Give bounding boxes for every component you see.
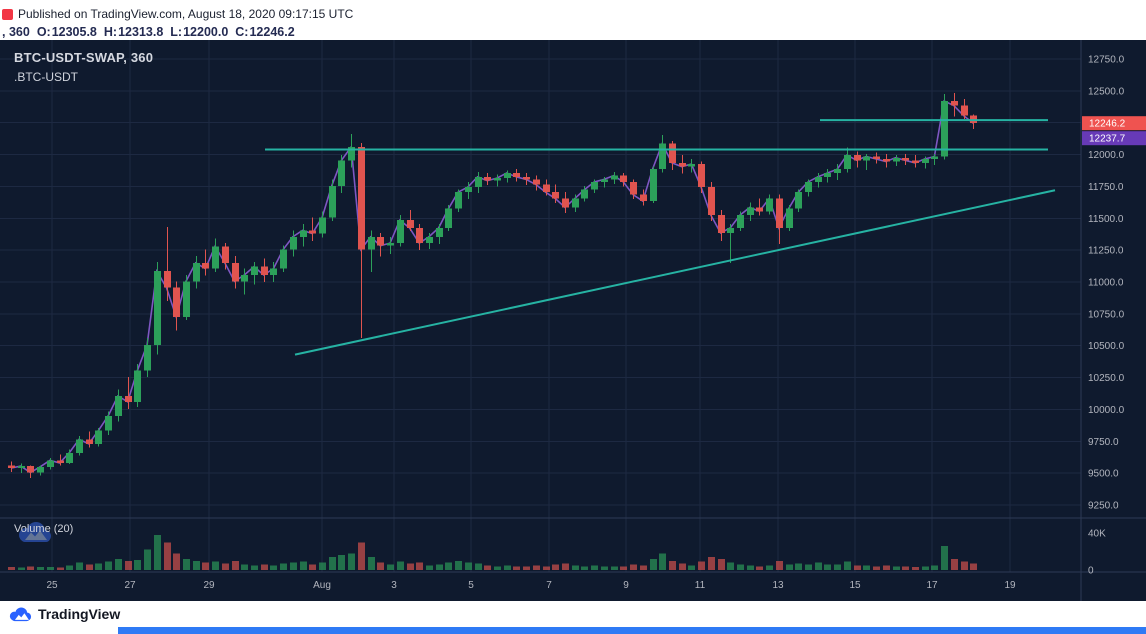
svg-text:11: 11 [695,580,706,591]
svg-text:11500.0: 11500.0 [1088,214,1124,225]
svg-text:9250.0: 9250.0 [1088,501,1119,512]
svg-text:12246.2: 12246.2 [1089,119,1126,130]
ohlc-low: L: 12200.0 [170,25,228,39]
bottom-accent-bar [0,627,1146,634]
svg-text:11000.0: 11000.0 [1088,278,1124,289]
svg-text:12000.0: 12000.0 [1088,150,1125,161]
svg-text:9: 9 [623,580,629,591]
svg-text:10500.0: 10500.0 [1088,341,1125,352]
index-price-badge: 12237.7 [1082,131,1146,146]
index-overlay-line [10,99,974,474]
open-label: O: [36,25,51,39]
svg-text:10750.0: 10750.0 [1088,309,1125,320]
ohlc-close: C: 12246.2 [235,25,294,39]
svg-text:3: 3 [391,580,397,591]
brand-name[interactable]: TradingView [38,606,121,622]
candlestick-chart[interactable]: 9250.0 9500.0 9750.0 10000.0 10250.0 10500.0 1… [0,40,1146,601]
bottom-bar-notch [0,627,118,634]
ohlc-open: O: 12305.8 [37,25,97,39]
grid [0,40,1081,572]
svg-text:12500.0: 12500.0 [1088,86,1125,97]
svg-text:12750.0: 12750.0 [1088,55,1125,66]
svg-text:12237.7: 12237.7 [1089,134,1126,145]
header: Published on TradingView.com, August 18,… [0,0,1146,40]
svg-text:10250.0: 10250.0 [1088,373,1125,384]
svg-text:17: 17 [926,580,938,591]
candles [8,92,977,479]
high-value: 12313.8 [118,25,164,39]
low-label: L: [170,25,183,39]
symbol-interval: , 360 [2,25,30,39]
svg-text:5: 5 [468,580,474,591]
low-value: 12200.0 [183,25,229,39]
chart-area[interactable]: 9250.0 9500.0 9750.0 10000.0 10250.0 10500.0 1… [0,40,1146,601]
pane-separators [0,40,1146,601]
price-axis[interactable]: 9250.0 9500.0 9750.0 10000.0 10250.0 10500.0 1… [1088,55,1125,577]
snapshot-icon [2,8,13,20]
volume-bars [8,534,977,570]
svg-text:25: 25 [46,580,58,591]
tradingview-logo-icon[interactable] [8,607,32,622]
published-line: Published on TradingView.com, August 18,… [0,0,1146,21]
svg-text:29: 29 [203,580,215,591]
svg-text:0: 0 [1088,566,1094,577]
high-label: H: [103,25,118,39]
svg-text:Aug: Aug [313,580,331,591]
close-label: C: [235,25,249,39]
svg-text:40K: 40K [1088,529,1106,540]
close-value: 12246.2 [249,25,295,39]
time-axis[interactable]: 25 27 29 Aug 3 5 7 9 11 13 15 17 19 [46,580,1016,591]
svg-text:10000.0: 10000.0 [1088,405,1125,416]
footer: TradingView [0,601,1146,627]
open-value: 12305.8 [51,25,97,39]
drawings [265,119,1056,356]
ascending-trendline[interactable] [294,189,1056,356]
tradingview-watermark-icon [19,522,51,542]
svg-text:15: 15 [849,580,861,591]
volume-study-label[interactable]: Volume (20) [14,523,73,535]
svg-text:27: 27 [124,580,136,591]
svg-text:13: 13 [772,580,784,591]
svg-text:11750.0: 11750.0 [1088,182,1124,193]
svg-text:9750.0: 9750.0 [1088,437,1119,448]
ohlc-line: , 360 O: 12305.8 H: 12313.8 L: 12200.0 C: 12… [0,21,1146,39]
svg-text:9500.0: 9500.0 [1088,469,1119,480]
published-text: Published on TradingView.com, August 18,… [18,7,354,21]
ohlc-high: H: 12313.8 [104,25,163,39]
last-price-badge: 12246.2 [1082,116,1146,131]
svg-text:19: 19 [1004,580,1016,591]
svg-text:11250.0: 11250.0 [1088,246,1124,257]
svg-text:7: 7 [546,580,552,591]
